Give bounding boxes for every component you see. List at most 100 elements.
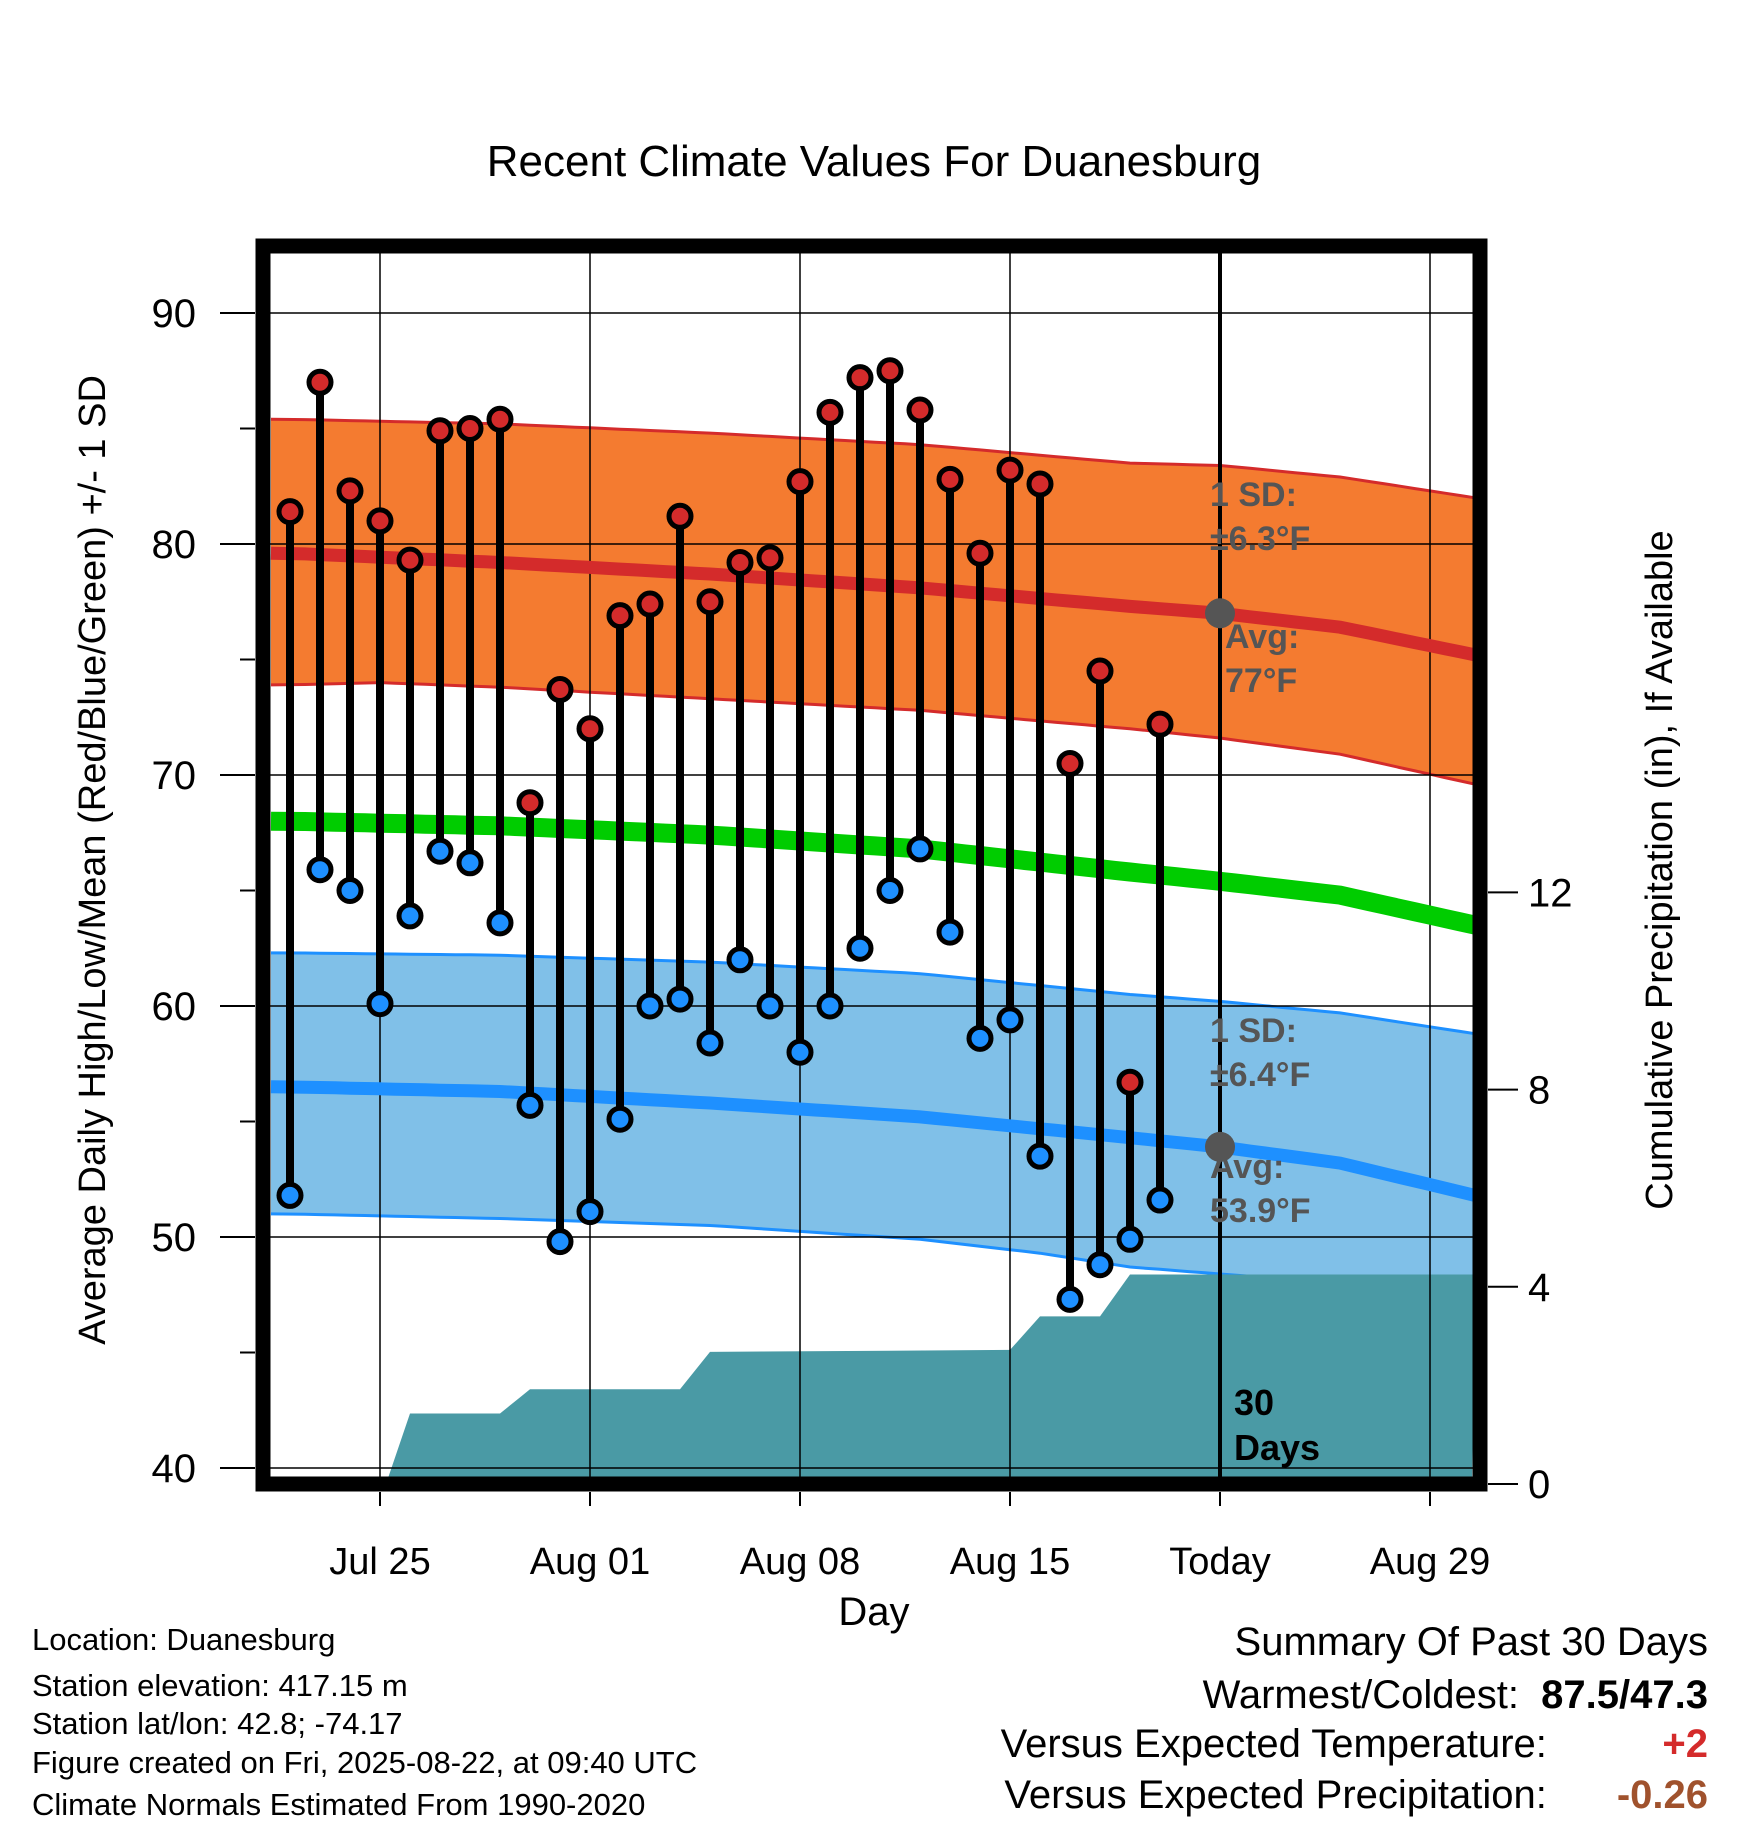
daily-low-point [306, 856, 334, 884]
daily-low-point [336, 877, 364, 904]
info-latlon: Station lat/lon: 42.8; -74.17 [32, 1706, 403, 1741]
daily-high-point [756, 544, 784, 572]
plot-frame [255, 238, 1488, 1492]
summary-heading-text: Summary Of Past 30 Days [1234, 1620, 1708, 1664]
y-tick-label: 50 [152, 1216, 197, 1260]
daily-low-point [426, 837, 454, 865]
daily-high-point [576, 715, 604, 743]
daily-high-point [666, 502, 694, 530]
daily-high-point [816, 398, 844, 426]
today-label-count: 30 [1234, 1382, 1274, 1423]
daily-high-point [846, 364, 874, 392]
low-sd-value: ±6.4°F [1210, 1056, 1310, 1094]
today-low-normal-marker [1205, 1131, 1235, 1162]
daily-low-point [846, 934, 874, 962]
daily-low-point [456, 849, 484, 877]
daily-high-point [456, 415, 484, 442]
daily-high-point [1116, 1068, 1144, 1096]
daily-low-point [606, 1105, 634, 1133]
daily-low-point [486, 909, 514, 937]
normal-low-band-upper [270, 951, 1476, 1036]
y2-tick-label: 4 [1528, 1266, 1550, 1310]
summary-precip-label: Versus Expected Precipitation: [1004, 1773, 1547, 1817]
chart-title: Recent Climate Values For Duanesburg [487, 137, 1261, 186]
summary-precip: Versus Expected Precipitation: -0.26 [1004, 1773, 1708, 1818]
y2-axis-label: Cumulative Precipitation (in), If Availa… [1639, 530, 1681, 1209]
daily-low-point [756, 992, 784, 1020]
daily-high-point [1146, 710, 1174, 738]
summary-heading: Summary Of Past 30 Days [1235, 1620, 1708, 1665]
daily-high-point [1086, 657, 1114, 685]
daily-high-point [906, 396, 934, 424]
normal-mean-line [270, 811, 1478, 935]
summary-temp-value: +2 [1662, 1722, 1708, 1766]
y-tick-label: 90 [152, 292, 197, 336]
daily-low-point [906, 835, 934, 863]
normal-high-band-lower [270, 681, 1476, 786]
y2-tick-label: 0 [1528, 1463, 1550, 1507]
daily-low-point [636, 992, 664, 1020]
daily-high-point [606, 602, 634, 630]
summary-warmest-label: Warmest/Coldest: [1202, 1673, 1519, 1717]
daily-low-point [696, 1029, 724, 1057]
summary-precip-value: -0.26 [1616, 1773, 1708, 1817]
daily-high-point [876, 357, 904, 385]
plot-content [263, 246, 1480, 1484]
summary-temp-label: Versus Expected Temperature: [1000, 1722, 1547, 1766]
daily-low-point [966, 1024, 994, 1052]
daily-high-point [636, 590, 664, 618]
daily-low-point [546, 1228, 574, 1256]
daily-high-point [1056, 749, 1084, 777]
daily-low-point [1056, 1285, 1084, 1313]
daily-high-point [396, 546, 424, 574]
today-label-days: Days [1234, 1427, 1320, 1468]
daily-low-point [786, 1038, 814, 1066]
summary-warmest: Warmest/Coldest: 87.5/47.3 [1203, 1673, 1708, 1718]
summary-warmest-value: 87.5/47.3 [1541, 1673, 1708, 1717]
daily-high-point [936, 465, 964, 493]
daily-high-point [696, 588, 724, 616]
normal-high-band [271, 419, 1475, 785]
x-tick-label: Jul 25 [329, 1541, 430, 1583]
daily-high-point [546, 676, 574, 704]
daily-low-point [816, 992, 844, 1020]
daily-high-point [366, 507, 394, 535]
y-tick-label: 70 [152, 754, 197, 798]
x-tick-label: Aug 01 [530, 1541, 650, 1583]
x-tick-label: Aug 29 [1370, 1541, 1490, 1583]
daily-high-point [786, 468, 814, 496]
daily-low-point [1026, 1142, 1054, 1170]
info-created: Figure created on Fri, 2025-08-22, at 09… [32, 1745, 698, 1780]
daily-low-point [1086, 1251, 1114, 1279]
daily-high-point [726, 548, 754, 576]
daily-low-point [936, 918, 964, 946]
daily-high-point [966, 539, 994, 567]
high-sd-label: 1 SD: [1210, 476, 1297, 514]
daily-low-point [726, 946, 754, 974]
x-tick-label: Aug 15 [950, 1541, 1070, 1583]
low-avg-value: 53.9°F [1210, 1192, 1311, 1230]
normal-low-band [271, 952, 1475, 1295]
daily-high-point [276, 498, 304, 526]
normal-high-line [270, 546, 1477, 662]
daily-low-point [396, 902, 424, 930]
daily-low-point [666, 985, 694, 1013]
y-axis-label: Average Daily High/Low/Mean (Red/Blue/Gr… [72, 375, 114, 1345]
daily-low-point [276, 1181, 304, 1209]
daily-low-point [1116, 1225, 1144, 1253]
summary-temp: Versus Expected Temperature: +2 [1001, 1722, 1708, 1767]
daily-low-point [996, 1006, 1024, 1034]
daily-low-point [576, 1198, 604, 1226]
info-elevation: Station elevation: 417.15 m [32, 1668, 408, 1703]
high-sd-value: ±6.3°F [1210, 520, 1310, 558]
high-avg-label: Avg: [1225, 618, 1299, 656]
daily-high-point [996, 456, 1024, 484]
daily-low-point [876, 877, 904, 904]
daily-low-point [366, 990, 394, 1018]
today-high-normal-marker [1205, 598, 1235, 629]
precip-area [271, 1274, 1475, 1484]
daily-high-point [1026, 470, 1054, 498]
y-tick-label: 40 [152, 1447, 197, 1491]
x-tick-label: Aug 08 [740, 1541, 860, 1583]
